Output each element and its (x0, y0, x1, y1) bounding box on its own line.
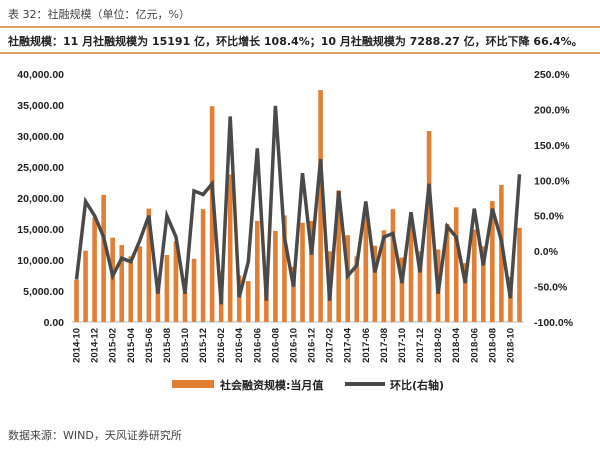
left-tick-label: 25,000.00 (17, 162, 64, 174)
x-tick-label: 2014-10 (72, 328, 83, 363)
bar (273, 230, 278, 322)
legend-bar-swatch (172, 380, 214, 388)
x-tick-label: 2015-02 (108, 328, 119, 363)
bar (92, 217, 97, 322)
x-tick-label: 2016-10 (288, 328, 299, 363)
x-tick-label: 2017-02 (325, 328, 336, 363)
bar (336, 190, 341, 322)
bar (209, 106, 215, 323)
bar (291, 266, 296, 322)
bar (128, 256, 134, 322)
bar (499, 184, 504, 322)
divider (0, 26, 600, 28)
bar (490, 201, 495, 322)
bar (453, 207, 459, 322)
bar (101, 194, 106, 322)
bar (173, 241, 179, 322)
left-tick-label: 20,000.00 (17, 193, 64, 205)
bar (155, 277, 161, 322)
legend-bar-label: 社会融资规模:当月值 (219, 378, 323, 392)
x-tick-label: 2017-04 (343, 327, 354, 363)
x-tick-label: 2016-12 (307, 328, 318, 363)
bar (146, 208, 152, 322)
x-tick-label: 2016-06 (252, 328, 263, 363)
bar (137, 246, 143, 322)
right-tick-label: 150.0% (534, 140, 570, 152)
x-tick-label: 2015-04 (126, 327, 137, 363)
bar (345, 235, 351, 322)
x-tick-label: 2018-10 (505, 328, 516, 363)
x-tick-label: 2015-08 (162, 328, 173, 363)
bar (255, 220, 260, 322)
bar (182, 292, 188, 322)
bar (417, 251, 423, 322)
bar (164, 255, 170, 322)
x-tick-label: 2014-12 (90, 328, 101, 363)
x-tick-label: 2017-10 (397, 328, 408, 363)
bar (363, 211, 369, 322)
bar (309, 220, 314, 322)
left-tick-label: 15,000.00 (17, 224, 64, 236)
x-tick-label: 2018-02 (433, 328, 444, 363)
bar (408, 222, 414, 322)
right-tick-label: -100.0% (534, 317, 574, 329)
x-tick-label: 2018-06 (469, 328, 480, 363)
bar (264, 292, 269, 322)
ratio-line (74, 105, 522, 305)
x-tick-label: 2016-04 (234, 327, 245, 363)
right-tick-label: 0.0% (534, 246, 559, 258)
x-tick-label: 2016-02 (216, 328, 227, 363)
bar (508, 276, 513, 322)
x-tick-label: 2015-10 (180, 328, 191, 363)
bar (354, 256, 360, 322)
figure-title: 表 32：社融规模（单位：亿元，%） (8, 8, 190, 21)
bar (236, 275, 242, 322)
bar (444, 224, 450, 322)
divider (0, 52, 600, 54)
left-tick-label: 35,000.00 (17, 100, 64, 112)
bar (227, 174, 233, 322)
x-tick-label: 2017-12 (415, 328, 426, 363)
x-tick-label: 2018-08 (487, 328, 498, 363)
bar (245, 281, 251, 322)
source-note: 数据来源：WIND，天风证券研究所 (8, 429, 182, 442)
right-tick-label: 50.0% (534, 211, 564, 223)
x-tick-label: 2017-08 (379, 328, 390, 363)
right-tick-label: -50.0% (534, 282, 568, 294)
x-tick-label: 2015-06 (144, 328, 155, 363)
bar (462, 263, 468, 322)
x-tick-label: 2016-08 (270, 328, 281, 363)
bar (390, 209, 396, 322)
right-tick-label: 100.0% (534, 175, 570, 187)
right-tick-label: 200.0% (534, 104, 570, 116)
x-tick-label: 2017-06 (361, 328, 372, 363)
bar (426, 131, 432, 322)
bar (74, 279, 79, 322)
bar (399, 257, 405, 322)
bar (119, 245, 125, 322)
figure-subtitle: 社融规模：11 月社融规模为 15191 亿，环比增长 108.4%；10 月社… (8, 35, 583, 48)
bar (381, 230, 387, 322)
bar (83, 250, 88, 322)
x-tick-label: 2018-04 (451, 327, 462, 363)
bar (282, 215, 287, 322)
bar (481, 246, 486, 322)
left-tick-label: 40,000.00 (17, 69, 64, 81)
bar (318, 90, 323, 323)
bar (300, 222, 305, 322)
x-tick-label: 2015-12 (198, 328, 209, 363)
bar (110, 237, 115, 322)
chart: 0.00 5,000.00 10,000.00 15,000.00 20,000.00 2… (17, 69, 574, 392)
bar (517, 227, 522, 322)
right-tick-label: 250.0% (534, 69, 570, 81)
left-tick-label: 0.00 (44, 317, 65, 329)
left-tick-label: 10,000.00 (17, 255, 64, 267)
bar (191, 258, 197, 322)
bar (471, 229, 477, 322)
bar (372, 245, 378, 322)
bar (200, 209, 206, 322)
left-tick-label: 30,000.00 (17, 131, 64, 143)
left-tick-label: 5,000.00 (23, 286, 64, 298)
legend-line-label: 环比(右轴) (390, 378, 444, 392)
